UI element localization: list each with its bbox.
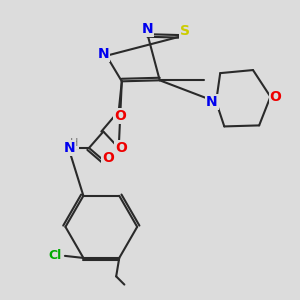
Text: O: O xyxy=(103,151,114,165)
Text: O: O xyxy=(115,141,127,155)
Text: O: O xyxy=(270,90,281,104)
Text: N: N xyxy=(64,141,75,155)
Text: Cl: Cl xyxy=(48,249,61,262)
Text: N: N xyxy=(206,95,218,109)
Text: S: S xyxy=(180,24,190,38)
Text: O: O xyxy=(114,109,126,123)
Text: H: H xyxy=(70,138,78,148)
Text: N: N xyxy=(98,47,109,61)
Text: N: N xyxy=(142,22,153,36)
